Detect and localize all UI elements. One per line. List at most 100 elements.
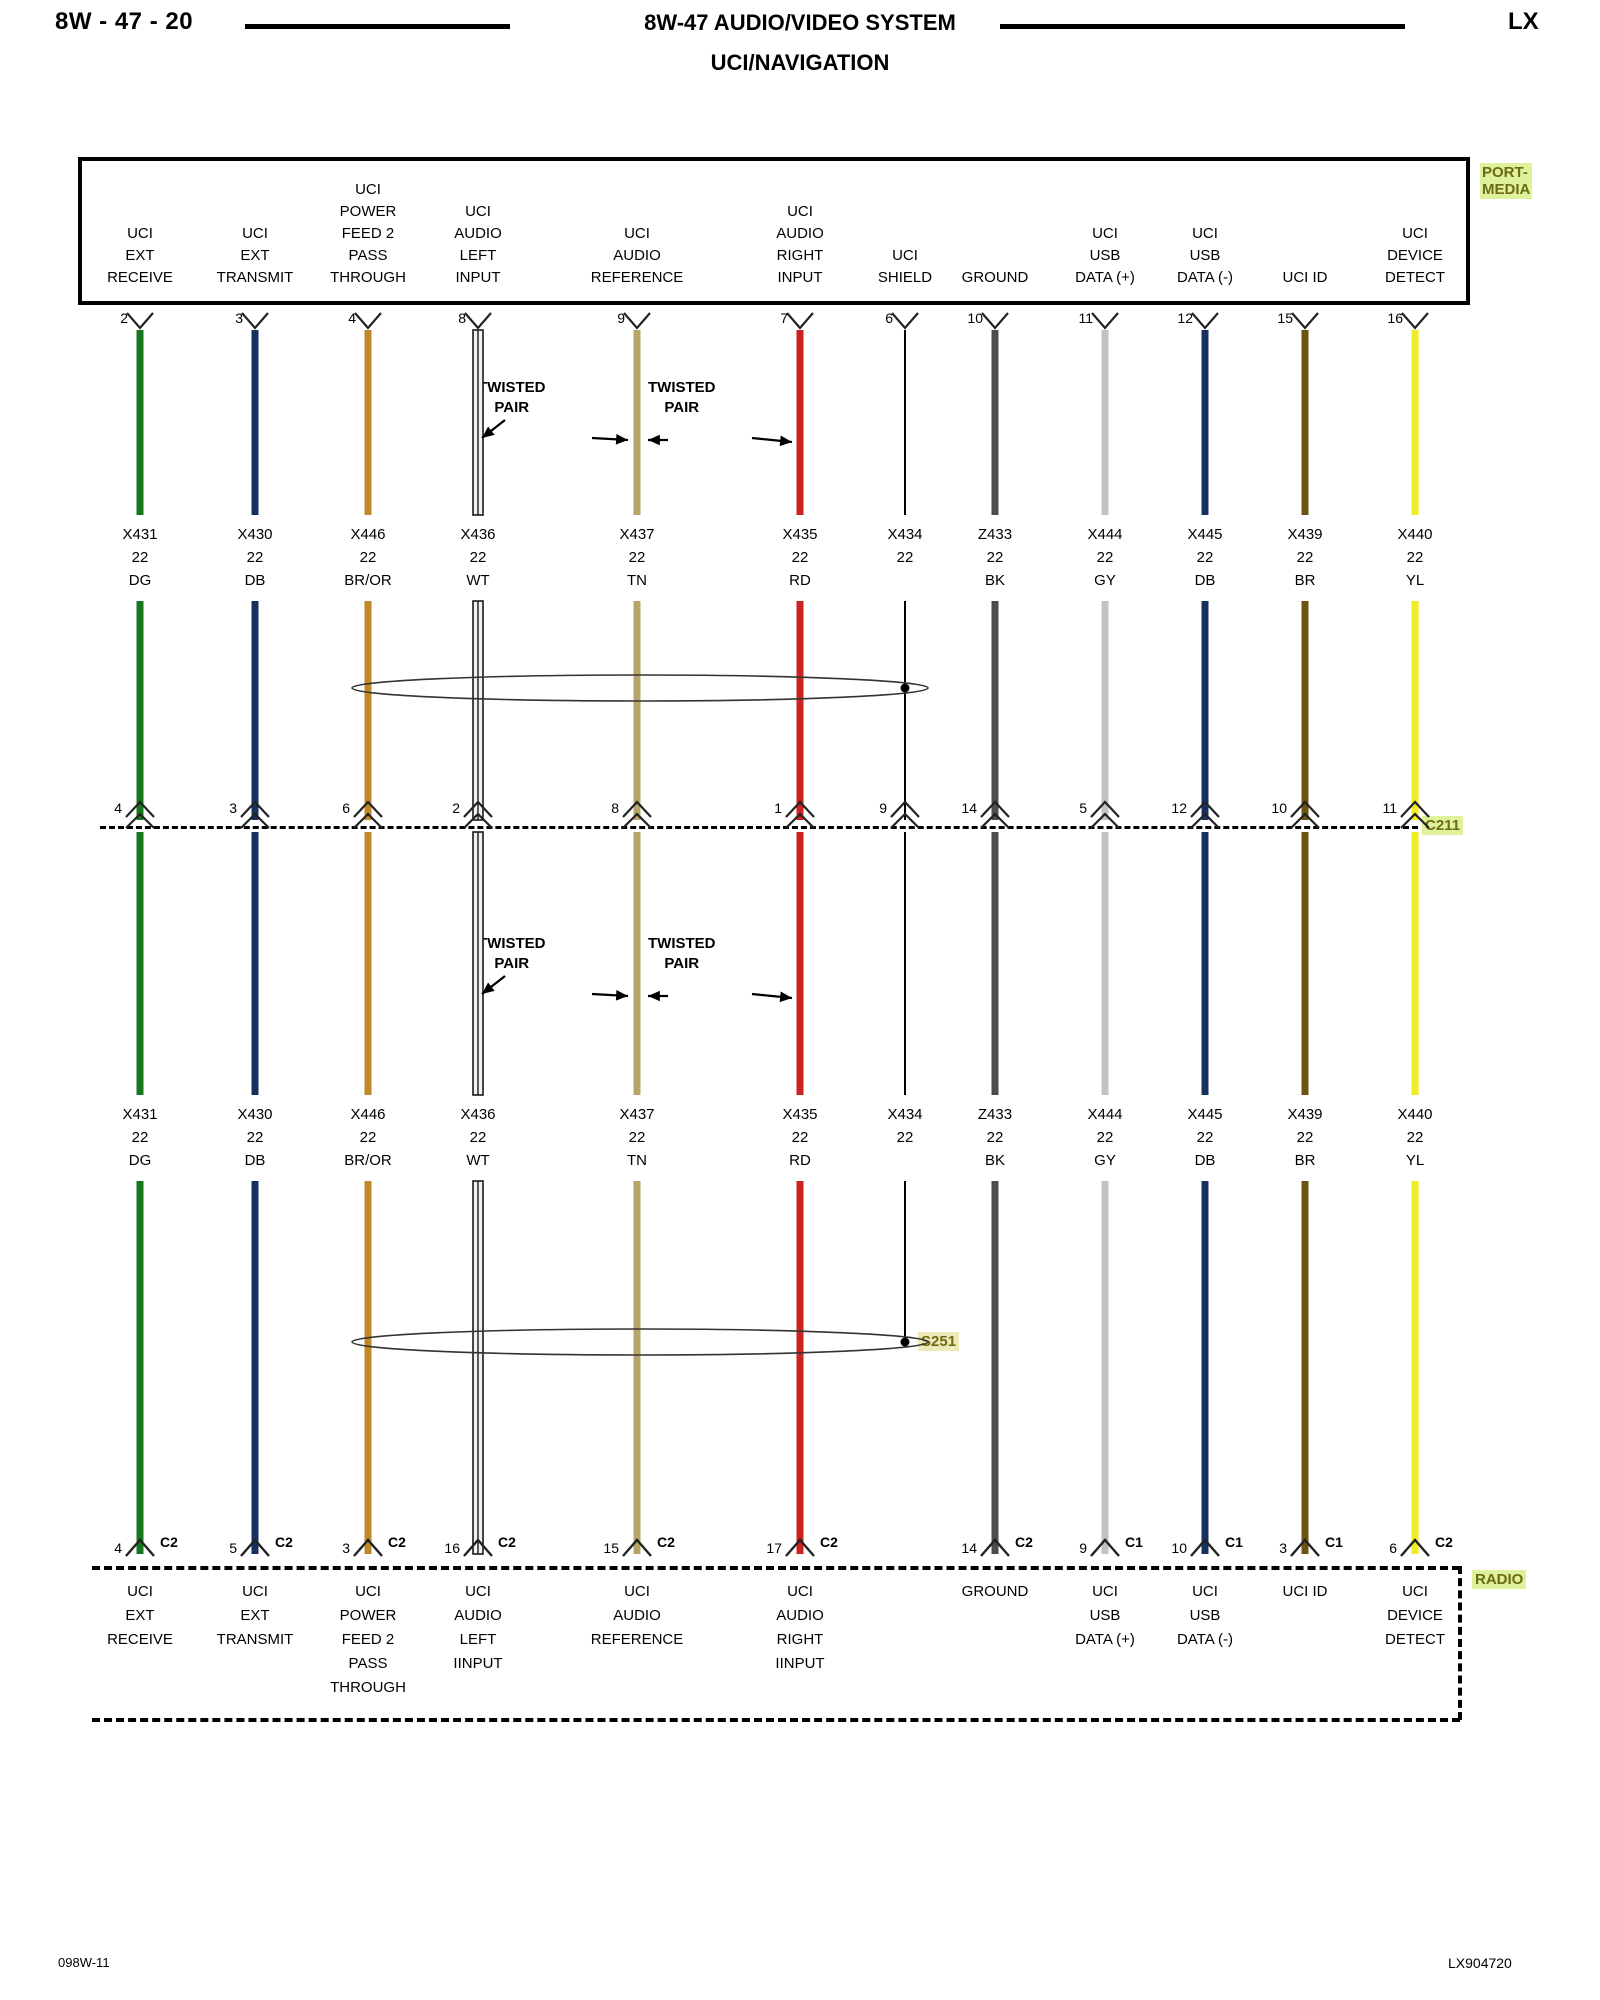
radio-pin-number: 17 — [766, 1540, 782, 1556]
pin-label-line: INPUT — [455, 269, 501, 286]
radio-pin-number: 3 — [342, 1540, 350, 1556]
pin-label-line: INPUT — [777, 269, 823, 286]
pin-label-line: UCI — [1192, 225, 1218, 242]
footer-right-code: LX904720 — [1448, 1955, 1512, 1971]
pin-label-line: DATA (-) — [1176, 1631, 1234, 1648]
pin-label-line: FEED 2 — [341, 1631, 395, 1648]
pin-label-line: USB — [1089, 247, 1121, 264]
port-media-pin-label: UCI ID — [1210, 267, 1400, 289]
top-pin-number: 9 — [617, 310, 625, 326]
wire-circuit-id: X439 — [1287, 1106, 1323, 1123]
top-pin-number: 11 — [1078, 310, 1093, 326]
tp-line2: PAIR — [494, 399, 530, 416]
wire-circuit-id: X437 — [619, 1106, 655, 1123]
radio-pin-label: GROUND — [900, 1580, 1090, 1604]
pin-label-line: UCI — [787, 1583, 813, 1600]
wire-color-code: BR/OR — [344, 1152, 392, 1169]
pin-label-line: AUDIO — [776, 1607, 824, 1624]
radio-connector-id: C2 — [388, 1534, 406, 1550]
wire-label-upper: X431 22 DG — [70, 523, 210, 592]
radio-pin-number: 6 — [1389, 1540, 1397, 1556]
wire-gauge: 22 — [469, 1129, 487, 1146]
wire-gauge: 22 — [896, 1129, 914, 1146]
port-media-label: PORT- MEDIA — [1480, 163, 1533, 199]
wire-gauge: 22 — [1296, 1129, 1314, 1146]
wire-color-code: DB — [244, 572, 266, 589]
wire-gauge: 22 — [469, 549, 487, 566]
pin-label-line: EXT — [125, 1607, 155, 1624]
radio-pin-label: UCI DEVICE DETECT — [1320, 1580, 1510, 1652]
top-pin-number: 15 — [1277, 310, 1293, 326]
tp-line1: TWISTED — [478, 935, 546, 952]
wire-circuit-id: X445 — [1187, 1106, 1223, 1123]
s251-label: S251 — [918, 1332, 960, 1351]
header-rule-right — [1000, 24, 1405, 29]
wire-gauge: 22 — [1406, 549, 1424, 566]
wire-color-code: TN — [627, 1152, 647, 1169]
pin-label-line: UCI — [1402, 225, 1428, 242]
wire-circuit-id: X445 — [1187, 526, 1223, 543]
pin-label-line: UCI — [787, 203, 813, 220]
radio-connector-id: C2 — [275, 1534, 293, 1550]
wire-color-code: DB — [1194, 1152, 1216, 1169]
pin-label-line: IINPUT — [453, 1655, 503, 1672]
c211-pin-number: 8 — [611, 800, 619, 816]
wire-color-code: TN — [627, 572, 647, 589]
pin-label-line: AUDIO — [613, 1607, 661, 1624]
port-media-pin-label: UCI EXT RECEIVE — [45, 223, 235, 289]
wire-circuit-id: X435 — [782, 1106, 818, 1123]
wire-circuit-id: X439 — [1287, 526, 1323, 543]
c211-pin-number: 4 — [114, 800, 122, 816]
top-pin-number: 8 — [458, 310, 466, 326]
pin-label-line: POWER — [339, 203, 397, 220]
wire-color-code: DB — [1194, 572, 1216, 589]
pin-label-line: DATA (+) — [1075, 1631, 1135, 1648]
wire-label-upper: X440 22 YL — [1345, 523, 1485, 592]
pin-label-line: DETECT — [1385, 1631, 1445, 1648]
pin-label-line: EXT — [240, 247, 270, 264]
wire-gauge: 22 — [628, 1129, 646, 1146]
header-rule-left — [245, 24, 510, 29]
port-media-pin-label: UCI AUDIO REFERENCE — [542, 223, 732, 289]
wire-label-upper: X436 22 WT — [408, 523, 548, 592]
radio-pin-number: 10 — [1171, 1540, 1187, 1556]
radio-connector-id: C1 — [1225, 1534, 1243, 1550]
radio-pin-number: 3 — [1279, 1540, 1287, 1556]
pin-label-line: SHIELD — [877, 269, 933, 286]
wire-color-code: DG — [128, 572, 152, 589]
wire-gauge: 22 — [1296, 549, 1314, 566]
pin-label-line: REFERENCE — [590, 1631, 684, 1648]
top-pin-number: 12 — [1177, 310, 1193, 326]
radio-connector-id: C2 — [160, 1534, 178, 1550]
pin-label-line: UCI — [1092, 1583, 1118, 1600]
c211-pin-number: 2 — [452, 800, 460, 816]
wire-label-lower: X436 22 WT — [408, 1103, 548, 1172]
radio-connector-id: C2 — [1435, 1534, 1453, 1550]
pin-label-line: DETECT — [1385, 269, 1445, 286]
pin-label-line: UCI — [242, 1583, 268, 1600]
wire-circuit-id: X434 — [887, 526, 923, 543]
wire-circuit-id: X440 — [1397, 526, 1433, 543]
pin-label-line: AUDIO — [454, 1607, 502, 1624]
wire-color-code: GY — [1094, 572, 1116, 589]
wire-color-code: DG — [128, 1152, 152, 1169]
wire-label-lower: X439 22 BR — [1235, 1103, 1375, 1172]
wire-label-upper: X437 22 TN — [567, 523, 707, 592]
top-pin-number: 6 — [885, 310, 893, 326]
wire-gauge: 22 — [359, 1129, 377, 1146]
tp-line2: PAIR — [664, 955, 700, 972]
top-pin-number: 7 — [780, 310, 788, 326]
radio-connector-id: C2 — [498, 1534, 516, 1550]
wire-color-code: YL — [1405, 572, 1425, 589]
wire-color-code: BR — [1294, 572, 1316, 589]
radio-connector-right-edge — [1458, 1566, 1462, 1720]
wire-circuit-id: X444 — [1087, 1106, 1123, 1123]
radio-connector-id: C2 — [820, 1534, 838, 1550]
radio-pin-label: UCI AUDIO REFERENCE — [542, 1580, 732, 1652]
radio-pin-label: UCI USB DATA (-) — [1110, 1580, 1300, 1652]
c211-pin-number: 9 — [879, 800, 887, 816]
wire-color-code: RD — [789, 572, 811, 589]
pin-label-line: DATA (+) — [1075, 269, 1135, 286]
wire-label-lower: X444 22 GY — [1035, 1103, 1175, 1172]
